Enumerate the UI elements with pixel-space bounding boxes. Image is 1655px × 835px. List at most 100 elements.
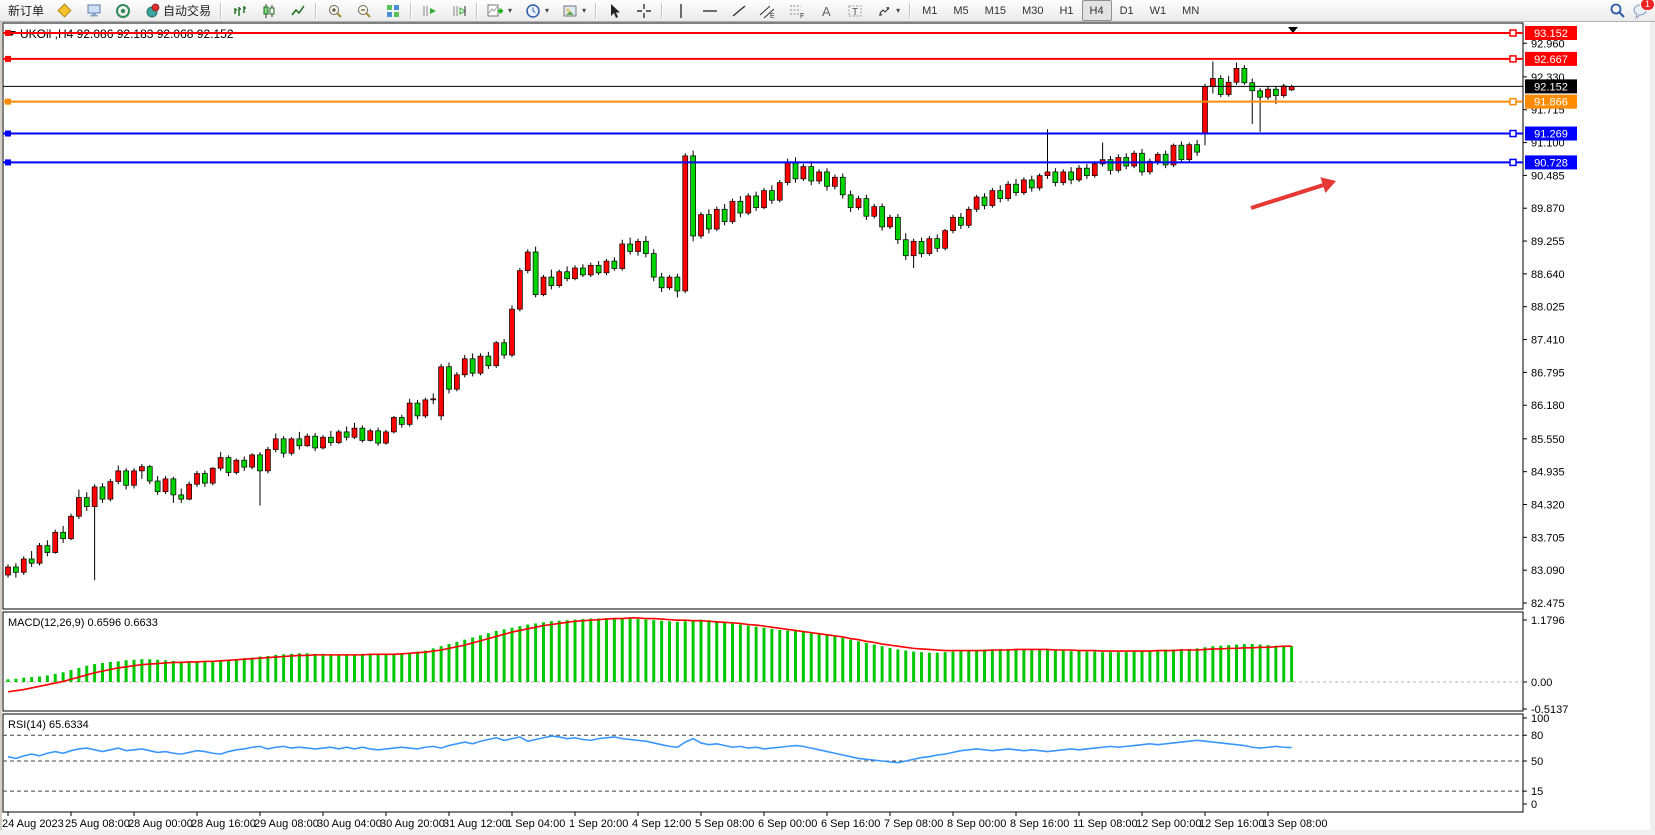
tile-windows-button[interactable] xyxy=(378,2,407,20)
macd-bar xyxy=(156,659,160,682)
macd-bar xyxy=(1274,645,1278,682)
zoom-in-button[interactable] xyxy=(320,2,349,20)
candle-body xyxy=(1052,171,1059,183)
terminal-button[interactable] xyxy=(79,2,108,20)
zoom-out-icon xyxy=(355,2,372,19)
hline-anchor[interactable] xyxy=(5,159,11,166)
cursor-icon xyxy=(606,2,623,19)
candle-body xyxy=(729,200,736,222)
templates-button[interactable]: ▾ xyxy=(555,2,592,20)
price-line-badge-label: 90.728 xyxy=(1534,157,1568,169)
hline-anchor[interactable] xyxy=(5,98,11,105)
macd-bar xyxy=(526,624,530,682)
trendline-icon xyxy=(730,2,747,19)
timeframe-d1[interactable]: D1 xyxy=(1119,4,1134,17)
candle-body xyxy=(934,238,941,249)
red-arrow-annotation[interactable] xyxy=(1250,181,1329,210)
candle-body xyxy=(131,470,137,486)
candle-body xyxy=(1084,167,1090,176)
hline-anchor[interactable] xyxy=(1509,129,1517,138)
macd-bar xyxy=(416,651,419,682)
timeframe-m15[interactable]: M15 xyxy=(984,4,1007,17)
red-arrow-head[interactable] xyxy=(1320,177,1336,194)
chart-shift-button[interactable] xyxy=(444,2,473,20)
notifications-icon[interactable]: 1 xyxy=(1632,0,1655,19)
hline-anchor[interactable] xyxy=(1509,29,1517,37)
candle-body xyxy=(1131,152,1137,167)
timeframe-h4[interactable]: H4 xyxy=(1081,0,1112,21)
candle-body xyxy=(556,271,563,286)
timeframe-m30[interactable]: M30 xyxy=(1022,4,1044,17)
macd-bar xyxy=(833,636,837,682)
chart-window[interactable]: 92.960 92.330 91.715 91.100 90.485 89.870 89.2… xyxy=(0,22,1655,835)
macd-bar xyxy=(841,638,845,682)
candle-body xyxy=(1280,85,1287,96)
strategy-tester-button[interactable] xyxy=(108,2,137,20)
trendline-tool[interactable] xyxy=(724,2,753,20)
autotrading-button[interactable]: 自动交易 xyxy=(137,2,217,20)
macd-bar xyxy=(510,627,514,682)
market-watch-button[interactable] xyxy=(50,2,79,20)
timeframe-h1[interactable]: H1 xyxy=(1059,4,1074,17)
timeframe-w1[interactable]: W1 xyxy=(1149,4,1167,17)
candle-body xyxy=(1076,167,1082,181)
toolbar-separator xyxy=(315,2,318,19)
macd-bar xyxy=(108,661,112,682)
hline-anchor[interactable] xyxy=(1509,97,1517,106)
timeframe-mn[interactable]: MN xyxy=(1182,4,1200,17)
window-right-edge xyxy=(1650,22,1655,835)
candle-body xyxy=(249,454,255,468)
equidistant-channel-tool[interactable]: E xyxy=(753,2,782,20)
candle-body xyxy=(44,545,51,553)
periods-button[interactable]: ▾ xyxy=(518,2,555,20)
candle-body xyxy=(280,438,287,454)
search-icon[interactable] xyxy=(1609,2,1626,19)
price-tick-label: 90.485 xyxy=(1531,170,1565,182)
price-chart-canvas[interactable]: 92.96092.33091.71591.10090.48589.87089.2… xyxy=(0,22,1655,835)
horizontal-line-tool[interactable] xyxy=(695,2,724,20)
text-label-tool[interactable]: T xyxy=(840,2,869,20)
macd-bar xyxy=(967,650,971,682)
hline-anchor[interactable] xyxy=(5,55,11,62)
candle-body xyxy=(824,171,830,187)
macd-bar xyxy=(628,618,632,682)
timeframe-m5[interactable]: M5 xyxy=(953,4,969,17)
candle-body xyxy=(52,531,59,553)
crosshair-tool-button[interactable] xyxy=(629,2,658,20)
toolbar-separator xyxy=(661,2,664,19)
vertical-line-tool[interactable] xyxy=(666,2,695,20)
new-order-button[interactable]: 新订单 xyxy=(2,2,50,20)
price-tick-label: 86.795 xyxy=(1531,367,1565,379)
candle-body xyxy=(682,155,689,292)
add-indicator-button[interactable]: ▾ xyxy=(481,2,518,20)
candle-body xyxy=(257,454,263,472)
candle-body xyxy=(335,431,342,443)
candle-body xyxy=(493,342,500,367)
auto-scroll-button[interactable] xyxy=(415,2,444,20)
bar-chart-mode-button[interactable] xyxy=(225,2,254,20)
hline-anchor[interactable] xyxy=(5,30,11,36)
scroll-to-end-marker[interactable] xyxy=(1288,27,1298,33)
arrows-tool[interactable]: ▾ xyxy=(869,2,906,20)
macd-bar xyxy=(951,651,955,682)
macd-bar xyxy=(463,639,467,682)
macd-bar xyxy=(85,665,89,682)
line-chart-mode-button[interactable] xyxy=(283,2,312,20)
hline-anchor[interactable] xyxy=(1509,55,1517,63)
candle-body xyxy=(359,427,366,441)
fibonacci-tool[interactable]: F xyxy=(782,2,811,20)
zoom-out-button[interactable] xyxy=(349,2,378,20)
hline-anchor[interactable] xyxy=(1509,158,1517,167)
price-line-badge xyxy=(1525,126,1577,141)
hline-anchor[interactable] xyxy=(5,130,11,137)
timeframe-m1[interactable]: M1 xyxy=(922,4,938,17)
text-tool[interactable]: A xyxy=(811,2,840,20)
macd-bar xyxy=(1124,652,1128,682)
candle-body xyxy=(1005,183,1011,199)
macd-bar xyxy=(1030,649,1034,682)
candle-body xyxy=(619,243,626,269)
candle-body xyxy=(68,515,74,540)
rsi-line xyxy=(7,735,1292,764)
cursor-tool-button[interactable] xyxy=(600,2,629,20)
candlestick-mode-button[interactable] xyxy=(254,2,283,20)
